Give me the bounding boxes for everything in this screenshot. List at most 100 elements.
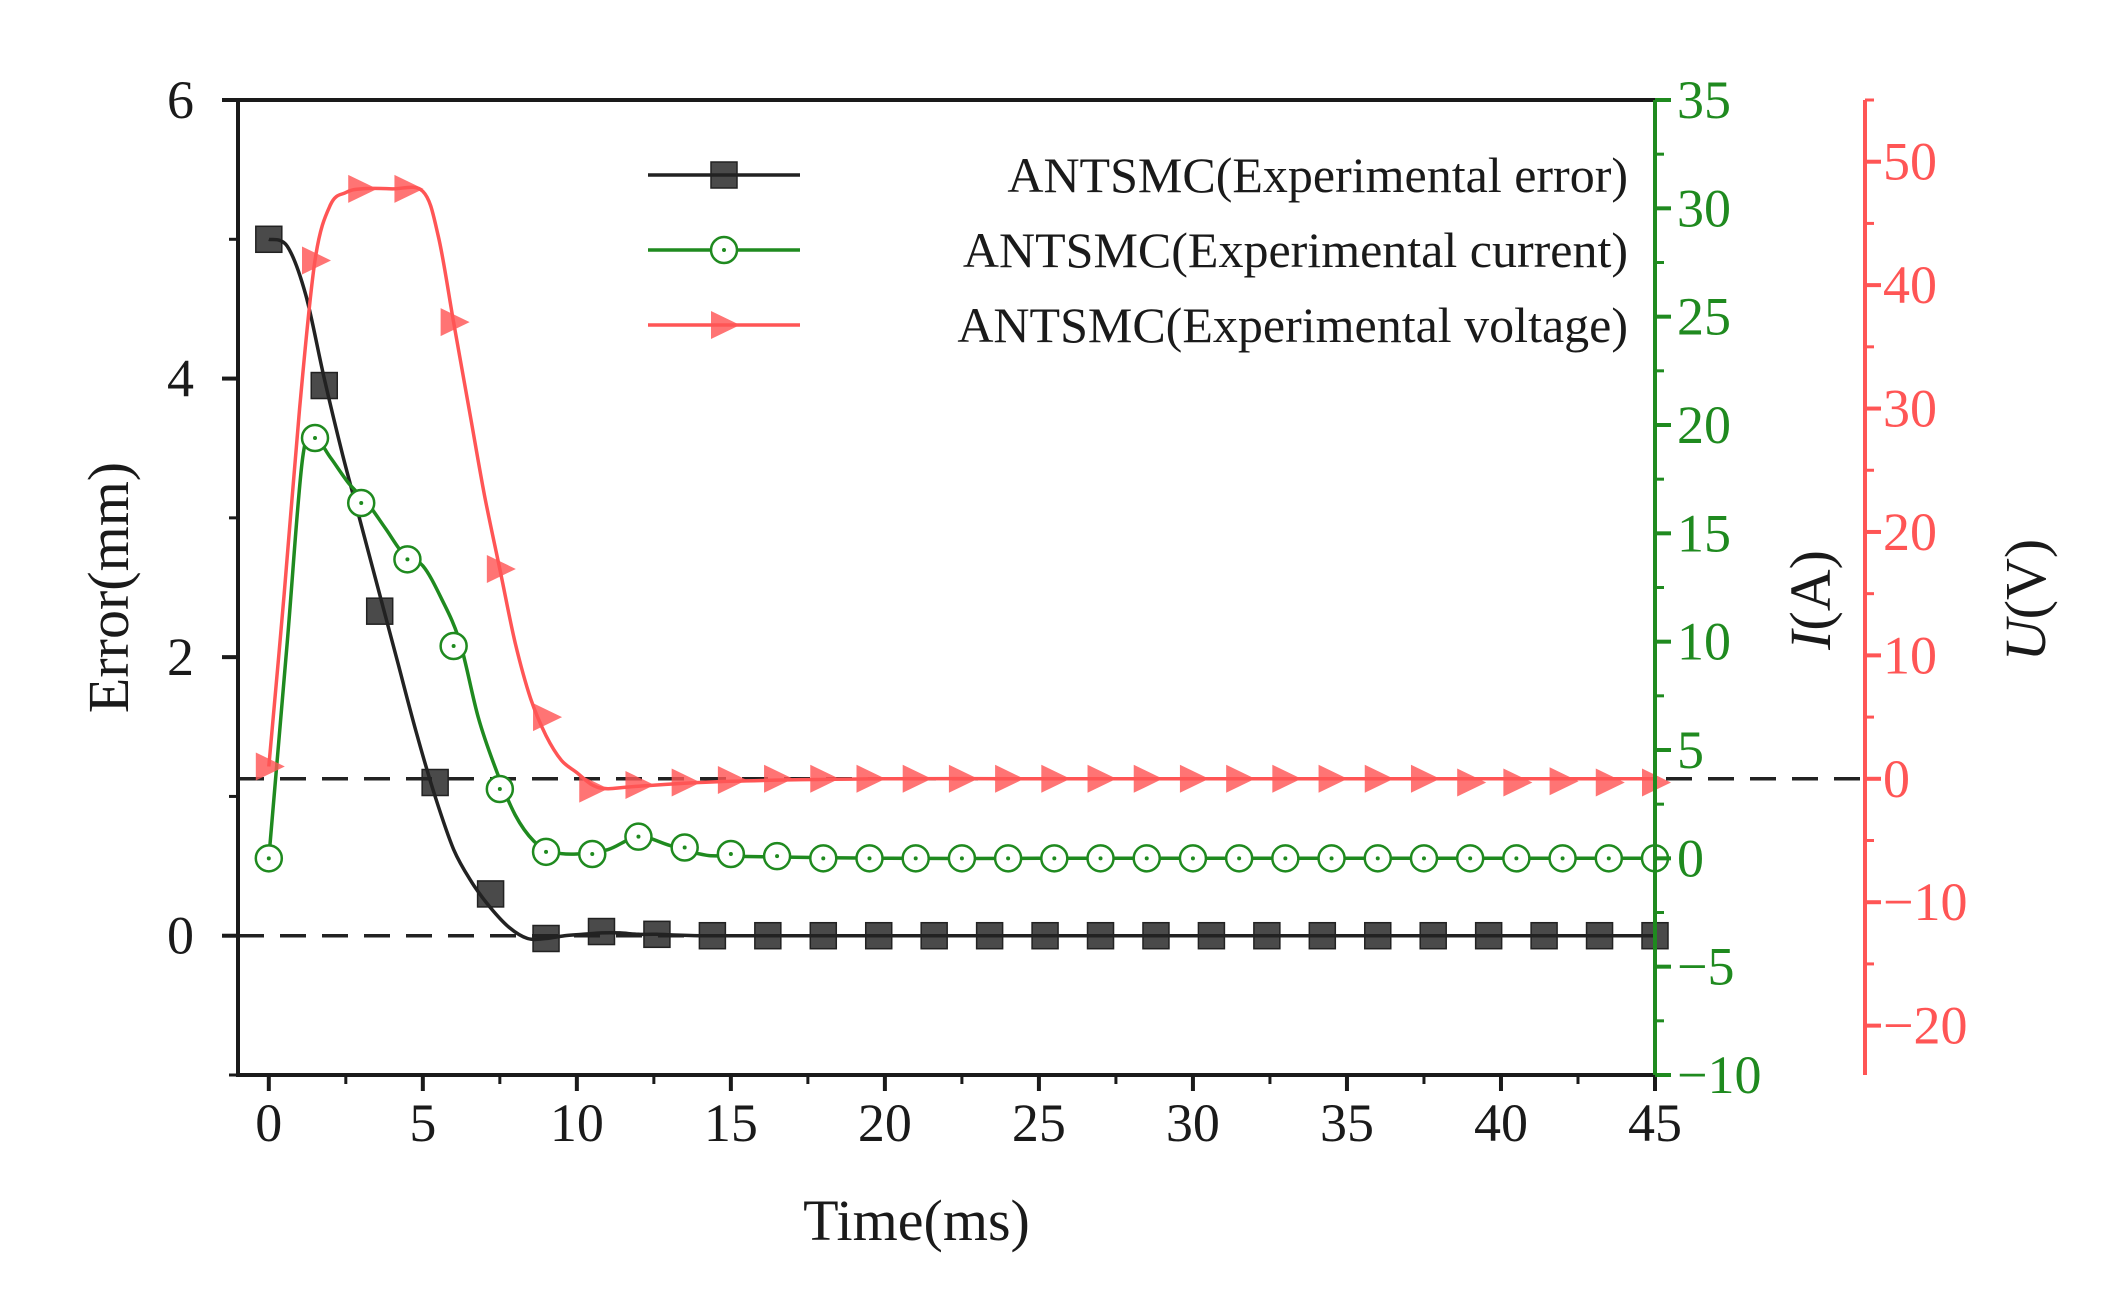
- series-marker-error: [1142, 921, 1170, 950]
- series-marker-voltage: [902, 764, 932, 793]
- series-marker-voltage: [1410, 764, 1440, 793]
- x-tick-label: 45: [1628, 1093, 1682, 1153]
- y-axis-label: Error(mm): [76, 462, 141, 713]
- series-marker-voltage: [1272, 764, 1302, 793]
- series-marker-current-dot: [405, 557, 410, 562]
- series-marker-current-dot: [1237, 856, 1242, 861]
- current-tick-label: −10: [1677, 1045, 1761, 1105]
- voltage-tick-label: 40: [1883, 255, 1937, 315]
- series-marker-current-dot: [544, 849, 549, 854]
- series-marker-current-dot: [1514, 856, 1519, 861]
- series-marker-current-dot: [821, 856, 826, 861]
- current-tick-label: 25: [1677, 287, 1731, 347]
- series-marker-current-dot: [913, 856, 918, 861]
- series-marker-current-dot: [1052, 856, 1057, 861]
- voltage-tick-label: 0: [1883, 749, 1910, 809]
- series-marker-voltage: [764, 764, 794, 793]
- legend-label-current: ANTSMC(Experimental current): [963, 222, 1628, 278]
- series-marker-current-dot: [359, 501, 364, 505]
- series-error: [255, 225, 1669, 953]
- current-tick-label: 15: [1677, 503, 1731, 563]
- series-marker-current-dot: [1190, 856, 1195, 861]
- series-line-current: [267, 433, 1655, 861]
- series-marker-current-dot: [1606, 856, 1611, 861]
- series-marker-error: [255, 225, 283, 254]
- axis-labels: Time(ms) Error(mm) I(A) U(V): [76, 462, 2058, 1253]
- series-marker-error: [975, 921, 1004, 950]
- series-current: [254, 423, 1670, 873]
- series-marker-voltage: [1503, 768, 1533, 797]
- series-marker-current-dot: [867, 856, 872, 861]
- voltage-axis-label: U(V): [1993, 539, 2058, 661]
- series-marker-error: [864, 921, 893, 950]
- series-marker-voltage: [394, 174, 424, 203]
- series-marker-voltage: [533, 703, 563, 732]
- series-marker-voltage: [348, 174, 378, 203]
- series-marker-error: [1530, 921, 1558, 950]
- voltage-tick-label: 20: [1883, 502, 1937, 562]
- voltage-tick-label: −20: [1883, 996, 1967, 1056]
- series-marker-current-dot: [1144, 856, 1149, 861]
- series-marker-current-dot: [313, 436, 318, 440]
- legend-marker-current-dot: [722, 248, 726, 252]
- series-marker-error: [587, 917, 616, 946]
- x-tick-label: 5: [409, 1093, 436, 1153]
- series-marker-error: [1086, 921, 1115, 950]
- voltage-axis-label-symbol: U: [1993, 615, 2058, 661]
- current-tick-label: 35: [1677, 70, 1731, 130]
- y-tick-label: 0: [167, 906, 194, 966]
- series-marker-voltage: [302, 246, 332, 275]
- series-marker-current-dot: [682, 845, 687, 850]
- series-marker-current-dot: [266, 856, 271, 861]
- series-marker-voltage: [1457, 768, 1487, 797]
- series-marker-error: [1585, 921, 1614, 950]
- series-marker-error: [365, 597, 394, 625]
- series-marker-voltage: [1041, 764, 1071, 793]
- series-marker-current-dot: [1421, 856, 1426, 861]
- current-tick-label: −5: [1677, 937, 1734, 997]
- legend-label-voltage: ANTSMC(Experimental voltage): [957, 297, 1628, 353]
- series-marker-error: [1031, 921, 1059, 950]
- current-tick-label: 30: [1677, 178, 1731, 238]
- series-marker-error: [310, 371, 339, 400]
- series-voltage: [255, 174, 1671, 803]
- series-marker-current-dot: [636, 834, 641, 839]
- series-marker-voltage: [810, 764, 840, 793]
- series-marker-error: [754, 921, 782, 950]
- legend-label-error: ANTSMC(Experimental error): [1007, 147, 1628, 203]
- voltage-axis-label-unit: (V): [1993, 539, 2058, 620]
- legend-marker-error: [710, 161, 738, 189]
- series-marker-voltage: [1595, 768, 1625, 797]
- series-marker-voltage: [440, 308, 470, 337]
- series-marker-voltage: [995, 764, 1025, 793]
- legend: ANTSMC(Experimental error) ANTSMC(Experi…: [648, 147, 1628, 353]
- x-tick-label: 20: [858, 1093, 912, 1153]
- series-marker-voltage: [1318, 764, 1348, 793]
- series-layer: [254, 174, 1671, 953]
- current-tick-label: 0: [1677, 828, 1704, 888]
- series-marker-voltage: [1549, 767, 1579, 796]
- series-marker-error: [532, 924, 560, 953]
- series-marker-voltage: [1179, 764, 1209, 793]
- x-tick-label: 0: [255, 1093, 282, 1153]
- series-marker-current-dot: [1006, 856, 1011, 861]
- series-marker-current-dot: [728, 852, 733, 856]
- current-axis-label: I(A): [1778, 550, 1843, 651]
- x-tick-label: 15: [704, 1093, 758, 1153]
- legend-marker-voltage: [711, 311, 740, 339]
- series-marker-error: [1253, 921, 1281, 950]
- series-marker-voltage: [255, 752, 285, 781]
- series-marker-voltage: [1364, 764, 1394, 793]
- series-marker-voltage: [579, 774, 609, 803]
- series-marker-voltage: [856, 764, 886, 793]
- series-marker-current-dot: [590, 852, 595, 856]
- series-marker-current-dot: [775, 854, 780, 859]
- series-marker-error: [809, 921, 838, 950]
- series-marker-current-dot: [497, 787, 502, 791]
- series-marker-current-dot: [1375, 856, 1380, 861]
- series-marker-current-dot: [1560, 856, 1565, 861]
- voltage-tick-label: −10: [1883, 872, 1967, 932]
- series-marker-error: [1308, 921, 1337, 950]
- series-marker-error: [1419, 921, 1447, 950]
